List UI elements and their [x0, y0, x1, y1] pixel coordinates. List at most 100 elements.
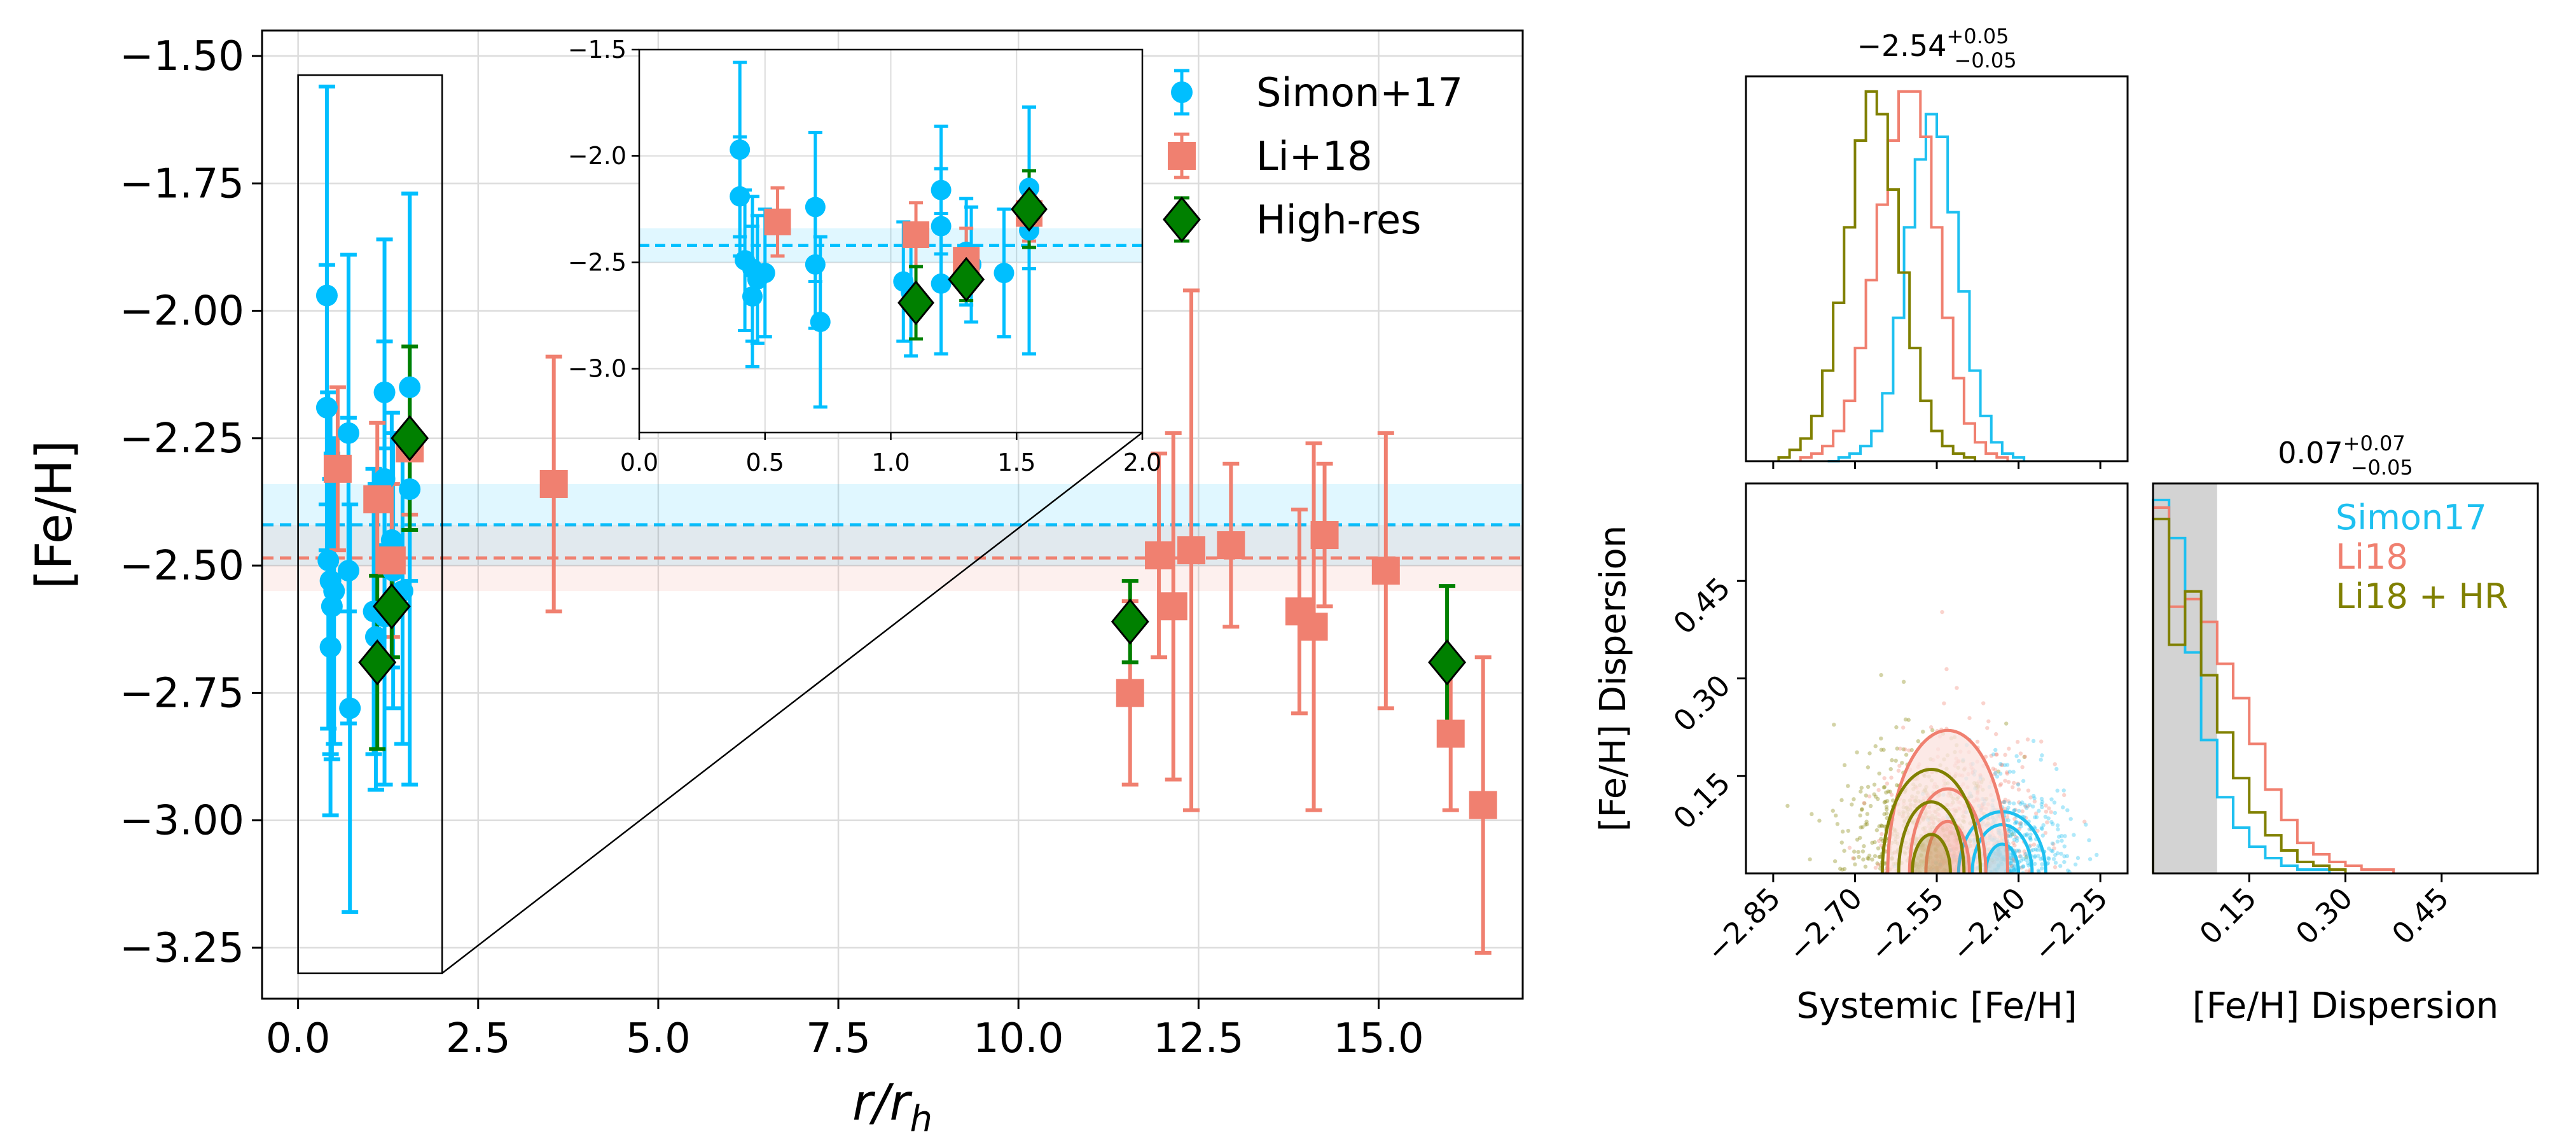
joint-sample [2051, 842, 2056, 847]
joint-sample [2003, 797, 2007, 802]
joint-sample [1864, 793, 1868, 798]
joint-sample [1995, 774, 2000, 779]
inset-simon17-point [754, 263, 775, 284]
joint-sample [1852, 849, 1857, 854]
joint-sample [1810, 812, 1814, 817]
joint-sample [2022, 849, 2026, 854]
joint-sample [2028, 843, 2033, 848]
joint-sample [1894, 725, 1899, 730]
joint-sample [2014, 838, 2019, 843]
joint-sample [2021, 779, 2026, 783]
joint-sample [2052, 800, 2057, 805]
joint-sample [1885, 798, 1890, 803]
joint-sample [1866, 856, 1870, 861]
legend-label: Li+18 [1256, 133, 1373, 179]
joint-sample [1865, 812, 1870, 816]
joint-sample [1834, 813, 1838, 818]
joint-sample [2028, 795, 2033, 800]
joint-sample [1817, 818, 1822, 823]
joint-sample [1906, 718, 1911, 722]
joint-sample [2018, 854, 2022, 859]
joint-sample [2005, 815, 2010, 819]
joint-sample [1832, 859, 1838, 864]
joint-sample [2005, 772, 2010, 776]
legend-label: High-res [1256, 197, 1421, 243]
main-frame [261, 29, 1524, 1000]
joint-sample [2049, 819, 2054, 824]
joint-sample [1859, 789, 1863, 794]
joint-sample [1873, 840, 1877, 845]
inset-y-tick-label: −1.5 [568, 36, 627, 64]
joint-sample [1991, 767, 1995, 771]
joint-sample [2046, 861, 2051, 866]
joint-sample [1876, 846, 1881, 850]
x-tick-label: 5.0 [626, 1015, 691, 1062]
joint-sample [1858, 835, 1862, 840]
joint-sample [2000, 763, 2005, 767]
joint-sample [2014, 820, 2019, 825]
joint-sample [2033, 854, 2037, 858]
joint-sample [2084, 822, 2088, 827]
joint-sample [1873, 854, 1878, 859]
joint-sample [1967, 716, 1972, 721]
joint-sample [2027, 803, 2032, 807]
joint-sample [2039, 758, 2043, 762]
joint-sample [1857, 854, 1861, 859]
joint-sample [2036, 854, 2040, 858]
y-tick-label: −2.75 [120, 670, 244, 717]
simon17-point [315, 396, 338, 419]
joint-sample [2062, 844, 2067, 849]
li18-point [377, 546, 406, 575]
joint-sample [2015, 836, 2019, 840]
mean-hist-li18 [1799, 90, 2009, 461]
joint-sample [1998, 783, 2002, 788]
li18-point [1436, 719, 1465, 748]
joint-sample [1808, 857, 1812, 862]
joint-sample [1877, 838, 1881, 843]
joint-sample [1859, 786, 1864, 790]
joint-sample [2055, 839, 2060, 844]
joint-sample [1859, 807, 1864, 812]
joint-sample [1839, 798, 1844, 803]
joint-sample [1903, 747, 1908, 752]
joint-sample [2003, 753, 2007, 757]
joint-sample [2053, 865, 2058, 870]
joint-sample [1840, 829, 1845, 834]
y-tick-label: −1.75 [120, 160, 244, 207]
joint-contour-li18 [1908, 787, 1988, 873]
joint-sample [1975, 739, 1980, 744]
joint-sample [2040, 833, 2045, 838]
joint-sample [1853, 862, 1857, 867]
joint-sample [2028, 836, 2033, 840]
joint-sample [1901, 747, 1906, 752]
joint-sample [2025, 861, 2030, 866]
joint-sample [2011, 866, 2016, 871]
joint-sample [2004, 770, 2009, 775]
joint-sample [2044, 803, 2048, 808]
joint-contour-li18 [1886, 728, 2009, 873]
joint-sample [1876, 788, 1881, 793]
inset-x-tick-label: 0.0 [620, 448, 658, 476]
inset-x-tick-label: 1.5 [997, 448, 1035, 476]
simon17-point [323, 580, 345, 602]
joint-sample [1897, 763, 1902, 768]
joint-sample [2061, 805, 2065, 810]
joint-sample [2004, 721, 2009, 726]
joint-sample [1867, 751, 1872, 756]
joint-sample [2011, 785, 2015, 789]
inset-simon17-point [931, 216, 952, 237]
joint-sample [1890, 758, 1894, 763]
joint-sample [1850, 802, 1854, 807]
joint-sample [1986, 719, 1991, 724]
x-axis-label-main: r/r [852, 1074, 913, 1132]
joint-sample [2018, 822, 2023, 826]
joint-sample [1985, 726, 1990, 730]
li18-point [1469, 791, 1497, 819]
joint-sample [1880, 824, 1885, 828]
joint-sample [2073, 862, 2078, 867]
joint-sample [2003, 779, 2007, 783]
joint-sample [2008, 834, 2013, 838]
joint-sample [1876, 796, 1880, 802]
joint-sample [2016, 782, 2021, 787]
joint-x-label: Systemic [Fe/H] [1796, 985, 2077, 1027]
